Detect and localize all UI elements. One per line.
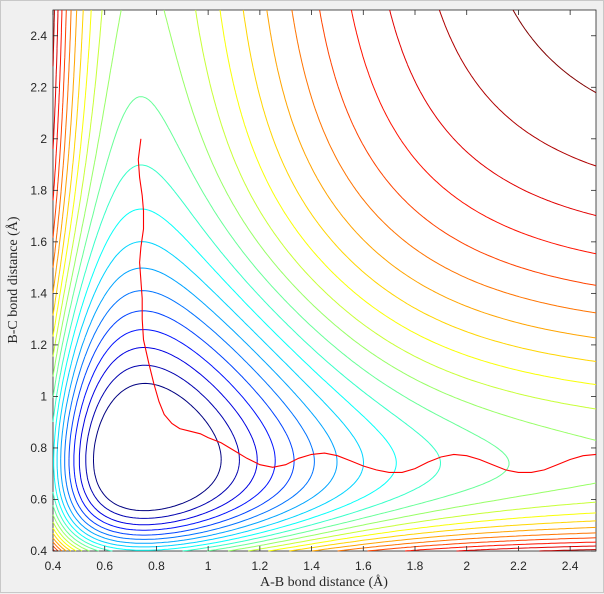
contour-line	[52, 9, 597, 552]
x-tick-label: 0.6	[96, 559, 113, 573]
trajectory-layer	[137, 138, 597, 473]
y-tick-label: 1.2	[30, 338, 47, 352]
contour-line	[52, 9, 597, 552]
y-tick-label: 2.4	[30, 29, 47, 43]
y-tick-label: 1.8	[30, 183, 47, 197]
x-tick-label: 1.6	[355, 559, 372, 573]
contour-line	[52, 164, 441, 552]
x-tick-label: 1.2	[252, 559, 269, 573]
x-axis-ticks: 0.4 0.6 0.8 1 1.2 1.4 1.6 1.8 2 2.2 2.4	[45, 10, 579, 573]
y-tick-label: 1.6	[30, 235, 47, 249]
x-tick-label: 0.4	[45, 559, 62, 573]
x-tick-label: 2.4	[562, 559, 579, 573]
contour-line	[52, 9, 597, 552]
x-tick-label: 0.8	[148, 559, 165, 573]
contour-line	[52, 9, 597, 552]
x-tick-label: 1	[205, 559, 212, 573]
contour-line	[512, 9, 597, 94]
contour-line	[52, 9, 597, 552]
y-tick-label: 1	[40, 389, 47, 403]
plot-area	[52, 9, 597, 552]
y-tick-label: 2	[40, 132, 47, 146]
y-tick-label: 0.8	[30, 441, 47, 455]
contour-lines	[52, 9, 597, 552]
contour-line	[78, 347, 258, 526]
y-tick-label: 0.4	[30, 544, 47, 558]
y-axis-label: B-C bond distance (Å)	[5, 216, 21, 343]
contour-line	[52, 96, 510, 552]
x-tick-label: 1.8	[407, 559, 424, 573]
contour-line	[52, 9, 597, 552]
contour-line	[52, 9, 597, 552]
x-tick-label: 1.4	[303, 559, 320, 573]
trajectory-line	[137, 138, 597, 473]
contour-line	[53, 208, 397, 551]
x-axis-label: A-B bond distance (Å)	[260, 574, 388, 590]
contour-line	[56, 241, 364, 548]
x-tick-label: 2.2	[510, 559, 527, 573]
contour-line	[52, 9, 597, 552]
contour-line	[68, 310, 295, 536]
contour-line	[85, 364, 240, 519]
contour-line	[93, 382, 222, 512]
contour-line	[52, 9, 597, 552]
y-tick-label: 0.6	[30, 492, 47, 506]
y-tick-label: 1.4	[30, 286, 47, 300]
contour-line	[52, 9, 597, 552]
y-axis-ticks: 0.4 0.6 0.8 1 1.2 1.4 1.6 1.8 2 2.2 2.4	[30, 29, 596, 558]
contour-line	[73, 329, 276, 531]
contour-line	[60, 267, 338, 544]
x-tick-label: 2	[463, 559, 470, 573]
contour-line	[64, 290, 315, 540]
y-tick-label: 2.2	[30, 80, 47, 94]
